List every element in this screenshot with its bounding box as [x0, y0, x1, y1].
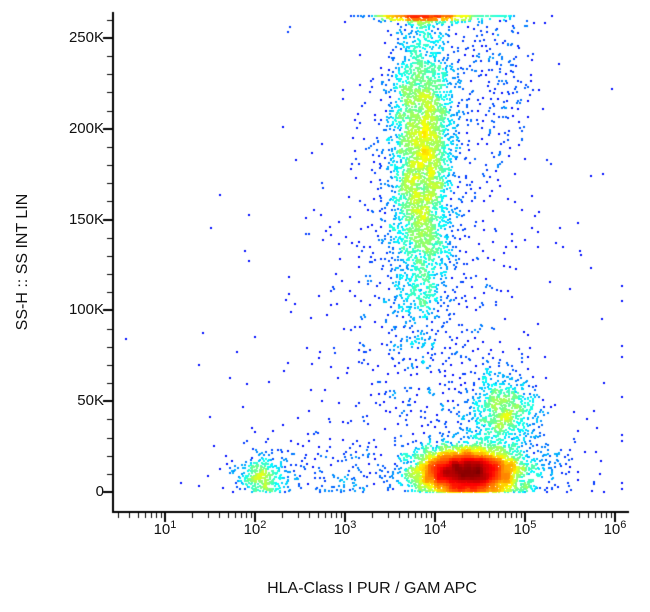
x-tick-label: 105 [513, 519, 537, 538]
y-tick-label: 0 [95, 483, 104, 500]
y-tick-label: 100K [68, 301, 104, 319]
x-tick-label: 103 [333, 519, 357, 538]
y-tick-label: 50K [77, 392, 104, 410]
x-tick-label: 106 [603, 519, 627, 538]
y-tick-label: 150K [68, 210, 104, 228]
x-axis-title: HLA-Class I PUR / GAM APC [267, 580, 477, 597]
y-axis-title: SS-H :: SS INT LIN [14, 193, 31, 331]
x-tick-label: 104 [423, 519, 447, 538]
x-tick-label: 101 [153, 519, 177, 538]
y-tick-label: 200K [68, 119, 104, 137]
x-tick-label: 102 [243, 519, 267, 538]
y-tick-label: 250K [68, 29, 104, 46]
